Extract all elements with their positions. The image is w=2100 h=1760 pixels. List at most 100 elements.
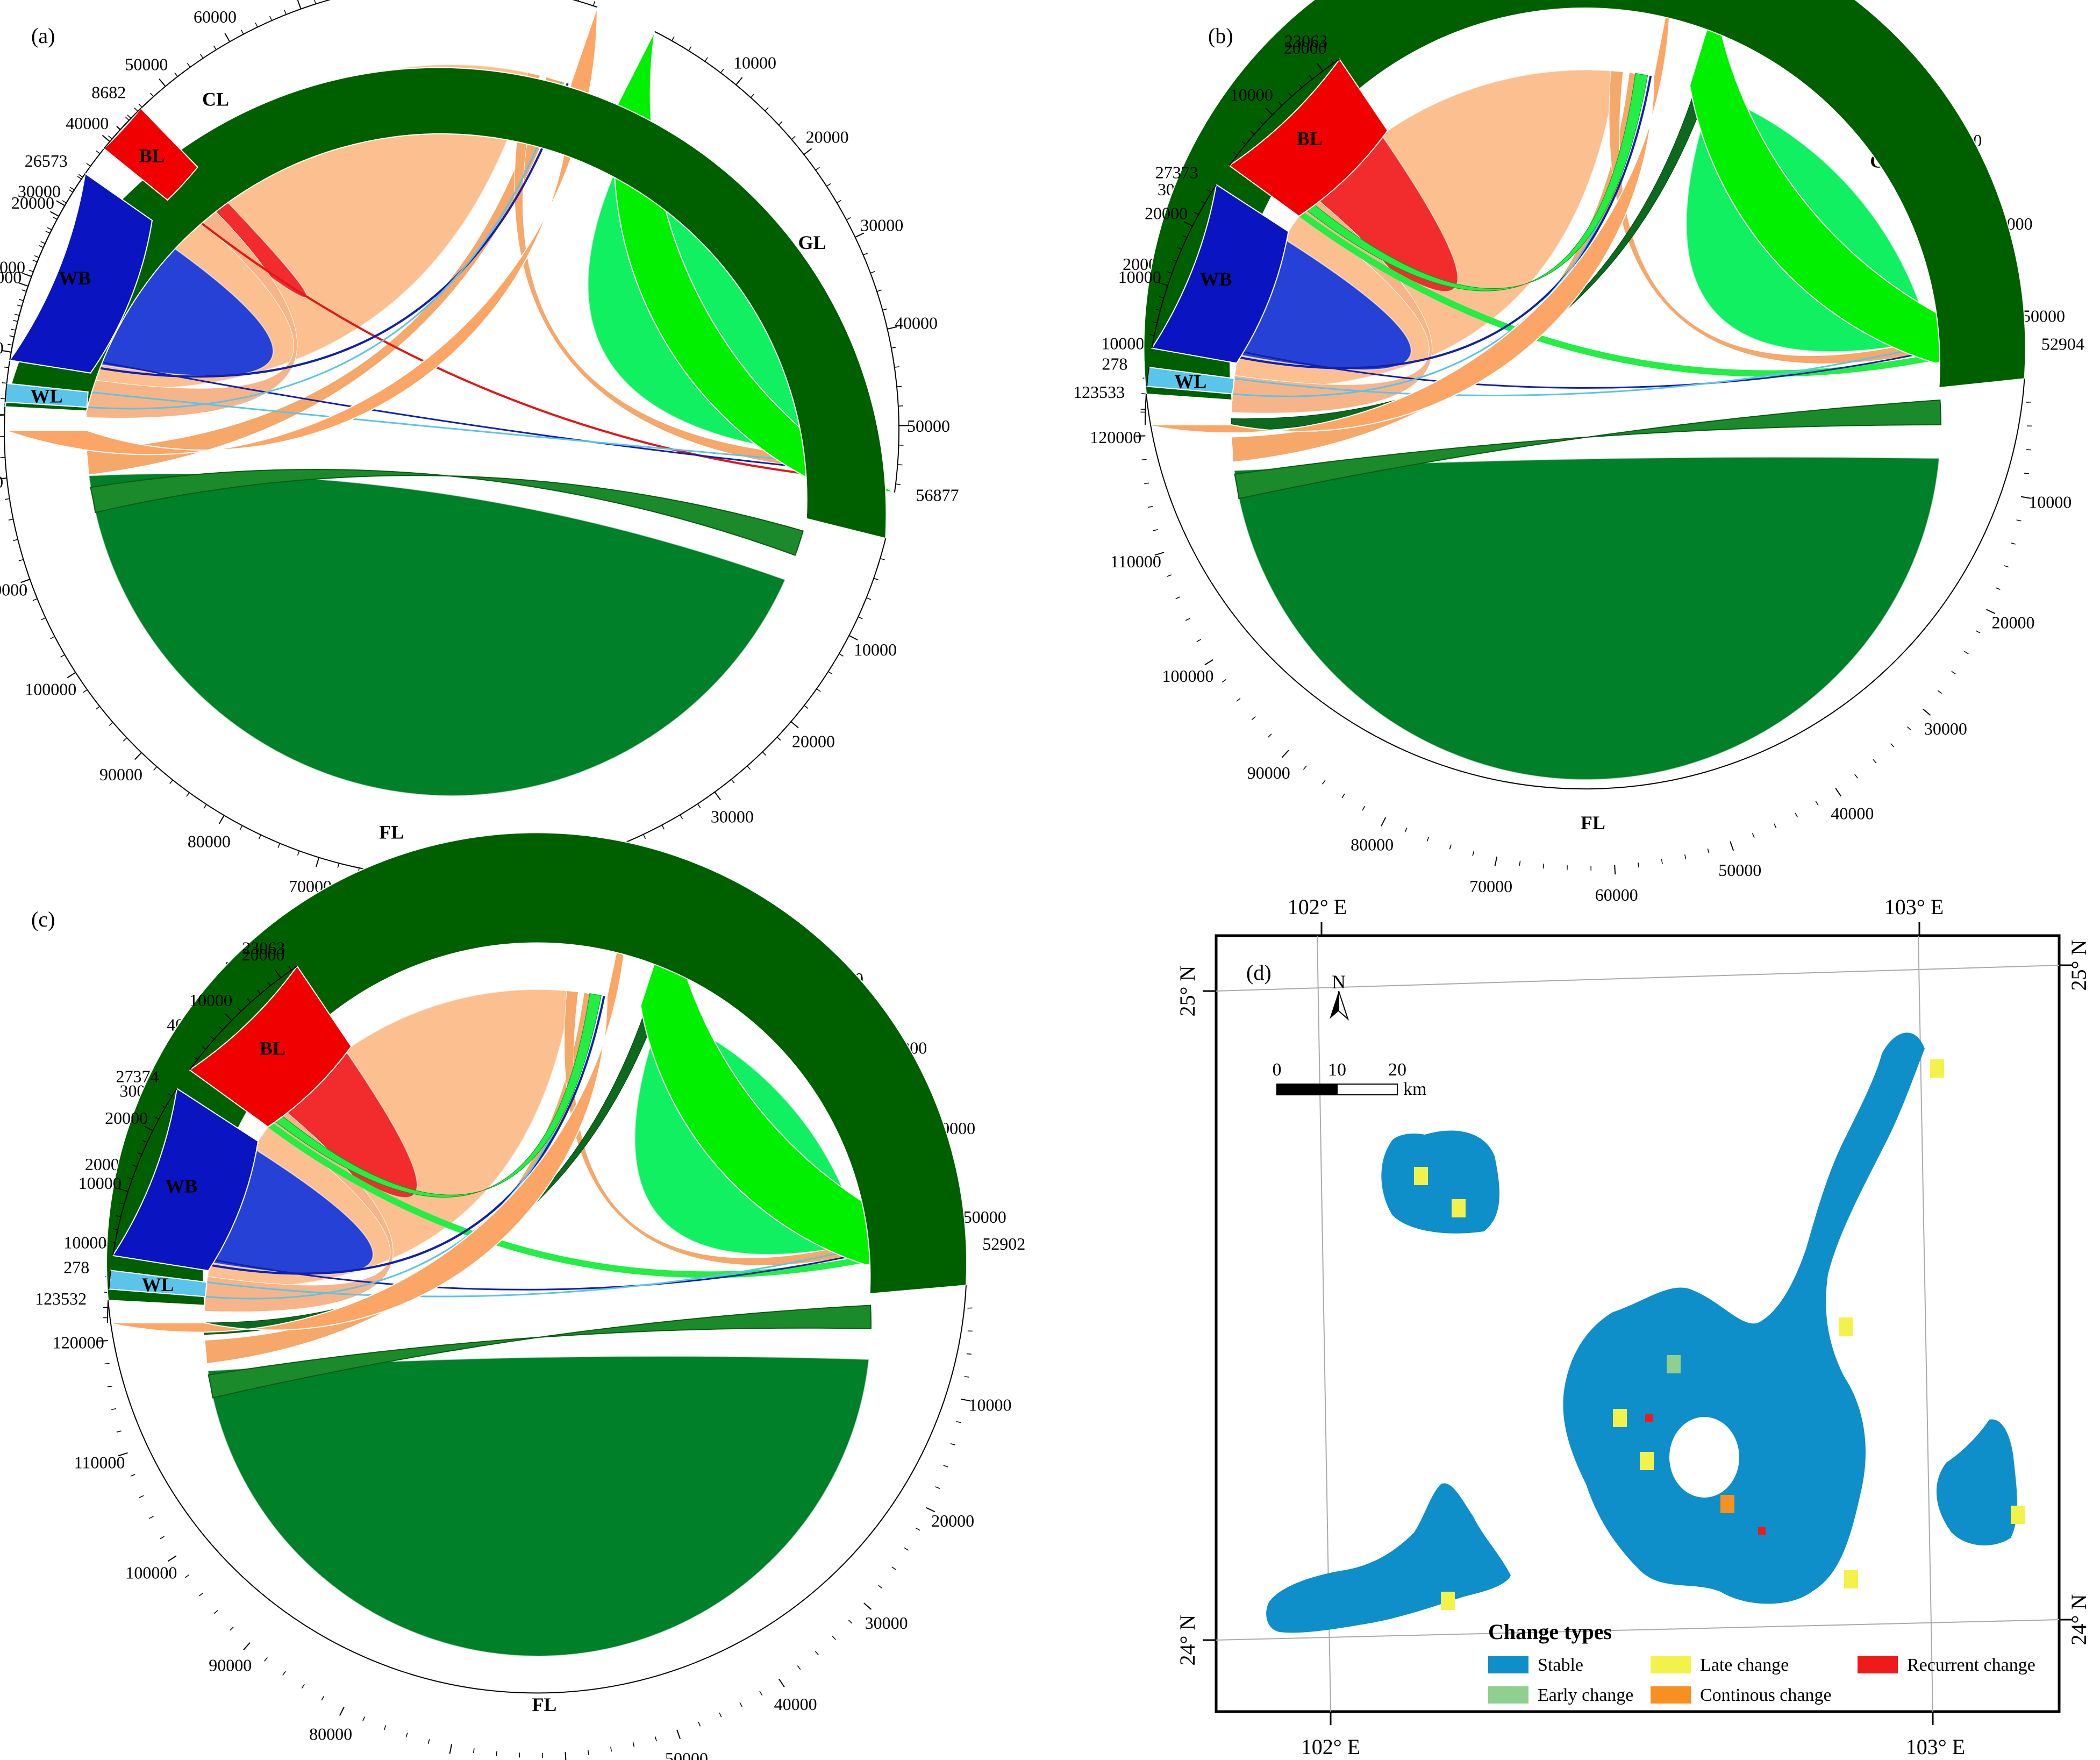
tick-label: 10000 — [968, 1395, 1011, 1415]
sector-axis — [108, 1285, 967, 1694]
minor-tick — [78, 174, 83, 178]
tick-label: 40000 — [66, 113, 109, 133]
minor-tick — [127, 115, 131, 119]
flow-WL-GL — [1234, 344, 1932, 396]
minor-tick — [228, 1016, 232, 1021]
sector-label-FL: FL — [1581, 812, 1605, 833]
minor-tick — [1341, 793, 1345, 799]
minor-tick — [237, 1007, 241, 1012]
minor-tick — [108, 135, 112, 139]
legend-swatch — [1651, 1686, 1691, 1704]
graticule-lat-24 — [1216, 1619, 2060, 1641]
minor-tick — [41, 617, 46, 621]
change-patch — [1667, 1355, 1681, 1373]
minor-tick — [926, 1507, 931, 1510]
minor-tick — [870, 270, 875, 274]
minor-tick — [213, 1610, 218, 1614]
scale-tick-20: 20 — [1388, 1060, 1406, 1080]
sector-BL: BL 8682 — [91, 83, 198, 201]
sector-ring-FL — [1143, 0, 2026, 401]
sector-ring-BL — [189, 965, 352, 1128]
minor-tick — [1167, 574, 1172, 577]
minor-tick — [314, 0, 316, 4]
minor-tick — [116, 126, 121, 130]
minor-tick — [258, 835, 261, 840]
minor-tick — [174, 72, 178, 77]
panel-label: (b) — [1208, 24, 1233, 48]
minor-tick — [592, 1, 596, 6]
minor-tick — [1873, 759, 1877, 764]
minor-tick — [23, 284, 28, 287]
minor-tick — [154, 1116, 159, 1120]
self-flow-FL — [207, 1356, 870, 1657]
minor-tick — [1207, 189, 1212, 193]
minor-tick — [1159, 296, 1164, 298]
minor-tick — [116, 1215, 121, 1217]
minor-tick — [130, 1474, 135, 1477]
minor-tick — [383, 1725, 387, 1730]
sector-axis — [108, 1270, 111, 1289]
minor-tick — [362, 1716, 366, 1722]
minor-tick — [1835, 788, 1839, 793]
minor-tick — [915, 1527, 920, 1531]
minor-tick — [1404, 827, 1408, 832]
minor-tick — [642, 834, 646, 839]
minor-tick — [83, 689, 88, 693]
flow-GL-FL — [208, 1305, 872, 1399]
tick-label: 30000 — [1924, 719, 1967, 738]
minor-tick — [815, 167, 820, 171]
minor-tick — [32, 598, 38, 601]
minor-tick — [22, 289, 27, 292]
minor-tick — [496, 1751, 497, 1756]
change-patch — [1640, 1452, 1654, 1470]
minor-tick — [267, 981, 271, 986]
sector-total: 52902 — [982, 1234, 1025, 1253]
change-patch — [1930, 1059, 1944, 1078]
map-panel: (d) 102° E 103° E 102° E 103° E 25° N 24° N 25°… — [1175, 895, 2091, 1759]
minor-tick — [28, 269, 34, 273]
tick-label: 20000 — [792, 732, 835, 751]
minor-tick — [1250, 131, 1255, 135]
legend-swatch — [1488, 1656, 1528, 1673]
tick-label: 30000 — [865, 1613, 908, 1633]
minor-tick — [1182, 235, 1187, 238]
self-flow-FL — [1233, 457, 1940, 780]
graticule-lon-103 — [1918, 935, 1933, 1712]
minor-tick — [184, 1574, 190, 1578]
minor-tick — [203, 804, 207, 809]
minor-tick — [880, 558, 885, 560]
panel-label: (a) — [31, 24, 55, 48]
minor-tick — [776, 737, 781, 741]
minor-tick — [1288, 92, 1292, 97]
minor-tick — [719, 1712, 722, 1718]
legend-swatch — [1858, 1656, 1898, 1673]
minor-tick — [1309, 75, 1313, 80]
minor-tick — [1426, 836, 1430, 842]
minor-tick — [149, 92, 154, 97]
minor-tick — [739, 1702, 742, 1707]
sector-total: 8682 — [91, 83, 126, 102]
tick-label: 10000 — [0, 267, 22, 287]
minor-tick — [96, 150, 101, 154]
tick-label: 100000 — [1162, 666, 1214, 686]
minor-tick — [891, 1566, 896, 1570]
minor-tick — [247, 998, 251, 1003]
minor-tick — [961, 1399, 966, 1401]
minor-tick — [198, 1592, 203, 1597]
minor-tick — [153, 766, 158, 771]
minor-tick — [846, 217, 851, 220]
minor-tick — [52, 216, 58, 220]
map-legend: Change types Stable Late change Recurrent c… — [1488, 1620, 2035, 1705]
minor-tick — [142, 1140, 147, 1143]
study-area — [1266, 1032, 2025, 1633]
sector-ring-CL — [107, 902, 628, 1333]
minor-tick — [1149, 334, 1155, 336]
minor-tick — [405, 1733, 408, 1738]
north-arrow-icon: N — [1330, 971, 1349, 1021]
minor-tick — [676, 1729, 679, 1735]
flow-BL-GL — [268, 1122, 866, 1278]
minor-tick — [70, 187, 75, 190]
